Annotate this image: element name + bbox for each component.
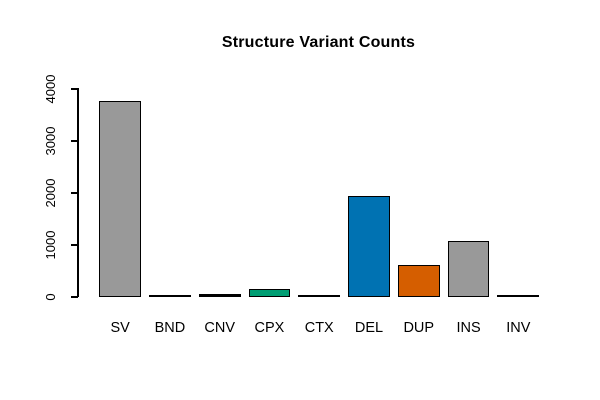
bar-cnv	[198, 294, 241, 297]
y-tick-3000	[71, 140, 78, 142]
y-tick-label-2000: 2000	[43, 178, 58, 208]
y-tick-label-0: 0	[43, 293, 58, 301]
x-label-inv: INV	[506, 320, 531, 336]
x-label-dup: DUP	[403, 320, 435, 336]
x-label-ins: INS	[456, 320, 481, 336]
x-label-cpx: CPX	[254, 320, 285, 336]
bar-dup	[397, 265, 440, 297]
y-tick-label-4000: 4000	[43, 74, 58, 104]
bar-del	[348, 196, 390, 297]
x-label-bnd: BND	[154, 320, 186, 336]
y-tick-4000	[71, 88, 78, 90]
bar-inv	[497, 295, 540, 297]
y-tick-0	[71, 296, 78, 298]
bar-sv	[99, 101, 141, 297]
bar-ins	[447, 241, 490, 297]
y-tick-2000	[71, 192, 78, 194]
y-tick-label-3000: 3000	[43, 126, 58, 156]
chart-title: Structure Variant Counts	[221, 34, 416, 51]
x-label-sv: SV	[110, 320, 130, 336]
bar-ctx	[298, 295, 341, 297]
x-label-del: DEL	[354, 320, 384, 336]
bar-bnd	[149, 295, 191, 297]
y-tick-1000	[71, 244, 78, 246]
x-label-ctx: CTX	[304, 320, 334, 336]
y-tick-label-1000: 1000	[43, 230, 58, 260]
bar-cpx	[248, 289, 291, 297]
x-label-cnv: CNV	[204, 320, 235, 336]
